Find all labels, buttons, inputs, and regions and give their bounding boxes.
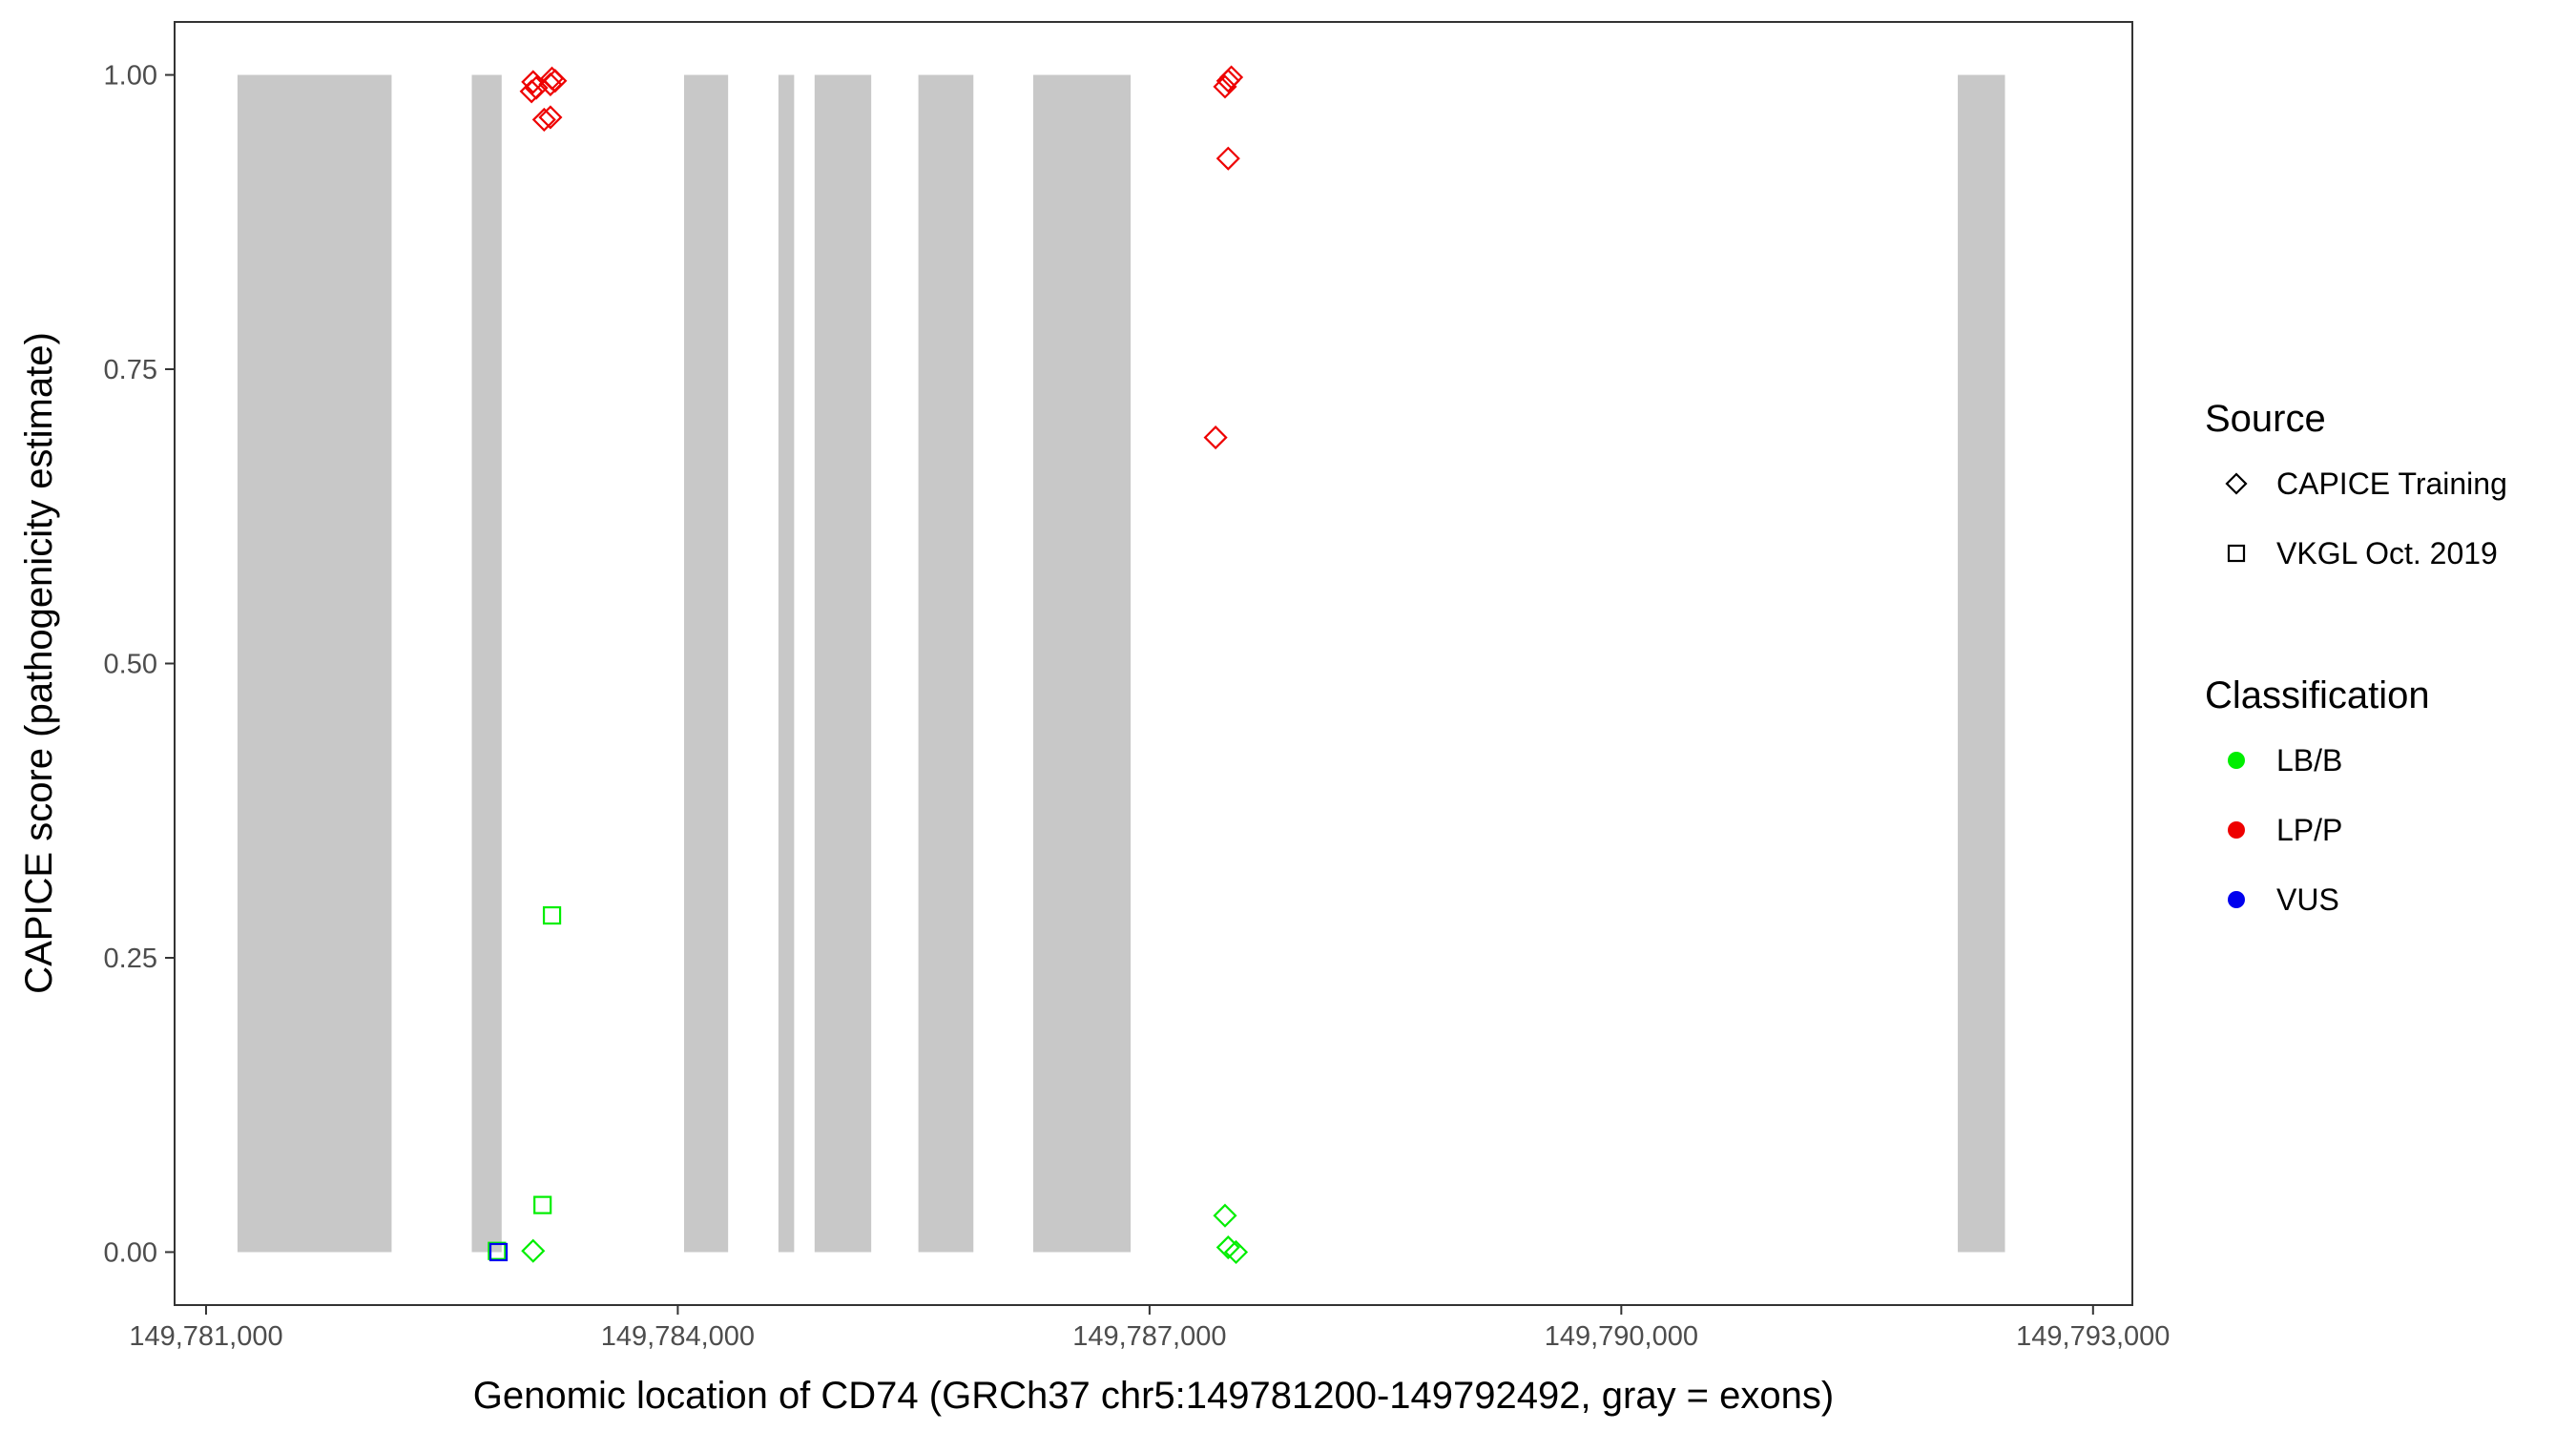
data-point-diamond: [531, 107, 556, 132]
data-point-diamond: [521, 1238, 546, 1263]
legend-key-square: [2227, 544, 2246, 563]
legend-classification-title: Classification: [2205, 674, 2430, 716]
x-tick-label: 149,787,000: [1072, 1321, 1226, 1352]
data-point-diamond: [538, 105, 563, 130]
y-tick-label: 0.25: [104, 944, 157, 974]
legend-source-keys: [2225, 472, 2248, 563]
x-axis: 149,781,000 149,784,000 149,787,000 149,790…: [129, 1305, 2170, 1352]
exon-bar-6: [918, 74, 974, 1253]
data-point-diamond: [519, 79, 544, 104]
legend-class-label-lbb: LB/B: [2276, 743, 2342, 778]
legend-source-label-capice: CAPICE Training: [2276, 467, 2507, 501]
x-tick-label: 149,790,000: [1545, 1321, 1698, 1352]
legend-class-label-vus: VUS: [2276, 882, 2339, 917]
exon-bar-7: [1032, 74, 1132, 1253]
y-tick-label: 0.75: [104, 355, 157, 385]
x-tick-label: 149,781,000: [129, 1321, 282, 1352]
data-point-square: [488, 1242, 509, 1262]
data-point-square: [533, 1195, 552, 1214]
legend-source-label-vkgl: VKGL Oct. 2019: [2276, 536, 2498, 570]
legend-key-diamond: [2225, 472, 2248, 495]
data-point-diamond: [1203, 425, 1228, 450]
y-tick-label: 0.00: [104, 1237, 157, 1268]
point-layer: [488, 65, 1249, 1265]
x-tick-label: 149,784,000: [601, 1321, 755, 1352]
x-axis-title: Genomic location of CD74 (GRCh37 chr5:14…: [473, 1375, 1834, 1417]
legend-class-label-lpp: LP/P: [2276, 813, 2342, 847]
legend-key-dot: [2228, 821, 2245, 839]
x-tick-label: 149,793,000: [2016, 1321, 2170, 1352]
data-point-diamond: [1213, 1203, 1237, 1228]
panel-background: [175, 22, 2132, 1305]
legend: Source CAPICE Training VKGL Oct. 2019 Cl…: [2205, 398, 2507, 917]
data-point-diamond: [538, 72, 563, 96]
data-point-square: [542, 905, 562, 925]
exon-bar-8: [1958, 74, 2005, 1253]
data-point-diamond: [1213, 74, 1237, 99]
data-point-diamond: [1223, 1239, 1249, 1265]
exon-bar-1: [237, 74, 392, 1253]
data-point-diamond: [1215, 146, 1240, 171]
exon-bar-4: [778, 74, 795, 1253]
legend-key-dot: [2228, 891, 2245, 908]
exon-bar-5: [814, 74, 872, 1253]
y-axis-title: CAPICE score (pathogenicity estimate): [18, 332, 60, 994]
exon-bar-3: [684, 74, 729, 1253]
exon-bar-2: [471, 74, 502, 1253]
y-tick-label: 1.00: [104, 61, 157, 92]
data-point-diamond: [1215, 69, 1240, 93]
data-point-square: [488, 1241, 507, 1260]
exon-layer: [237, 74, 2005, 1253]
legend-key-dot: [2228, 752, 2245, 769]
legend-class-keys: [2228, 752, 2245, 908]
legend-source-title: Source: [2205, 398, 2326, 440]
y-tick-label: 0.50: [104, 650, 157, 680]
y-axis: 0.00 0.25 0.50 0.75 1.00: [104, 61, 175, 1268]
